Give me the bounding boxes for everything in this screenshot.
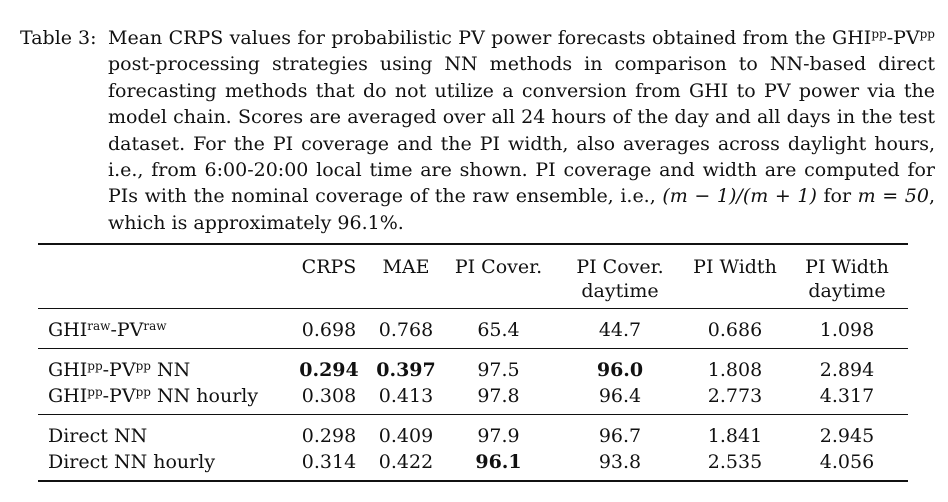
row-label: GHIpp-PVpp NN <box>48 359 191 381</box>
cell-crps: 0.294 <box>299 359 359 381</box>
header-crps: CRPS <box>301 256 357 278</box>
cell-mae: 0.413 <box>378 385 434 407</box>
header-cell <box>38 244 287 309</box>
cell-mae: 0.409 <box>378 425 434 447</box>
caption-label: Table 3: <box>20 27 97 49</box>
cell-pi-width: 2.773 <box>707 385 763 407</box>
caption-part: post-processing strategies using NN meth… <box>108 53 935 208</box>
cell-pi-width: 0.686 <box>707 319 763 341</box>
cell-pi-cover-daytime: 96.4 <box>598 385 642 407</box>
cell-mae: 0.422 <box>378 451 434 473</box>
cell-pi-cover: 96.1 <box>475 451 522 473</box>
header-row: CRPS MAE PI Cover. PI Cover. daytime PI W… <box>38 244 908 309</box>
cell-pi-cover: 97.8 <box>477 385 520 407</box>
cell-pi-cover: 97.5 <box>477 359 520 381</box>
caption-formula: (m − 1)/(m + 1) <box>662 185 817 208</box>
cell-pi-cover: 97.9 <box>477 425 520 447</box>
cell-pi-width: 1.841 <box>707 425 763 447</box>
cell-pi-width-daytime: 2.945 <box>819 425 875 447</box>
table-row: GHIpp-PVpp NN hourly 0.308 0.413 97.8 96… <box>38 383 908 415</box>
table-row: GHIpp-PVpp NN 0.294 0.397 97.5 96.0 1.80… <box>38 348 908 384</box>
row-label: Direct NN <box>48 425 148 447</box>
caption-text: Mean CRPS values for probabilistic PV po… <box>108 25 935 236</box>
cell-pi-cover-daytime: 96.7 <box>598 425 642 447</box>
cell-pi-cover-daytime: 44.7 <box>598 319 642 341</box>
cell-crps: 0.698 <box>301 319 357 341</box>
caption-part: , which is approximately 96.1%. <box>108 185 935 234</box>
header-pi-width-daytime: PI Width daytime <box>805 256 889 302</box>
caption-sup: pp <box>871 27 887 41</box>
table-row: GHIraw-PVraw 0.698 0.768 65.4 44.7 0.686… <box>38 308 908 349</box>
cell-pi-width: 1.808 <box>707 359 763 381</box>
row-label: GHIpp-PVpp NN hourly <box>48 385 259 407</box>
cell-pi-cover-daytime: 93.8 <box>598 451 642 473</box>
table-caption: Table 3: Mean CRPS values for probabilis… <box>20 25 935 236</box>
cell-pi-width-daytime: 4.317 <box>819 385 875 407</box>
header-pi-cover: PI Cover. <box>454 256 543 278</box>
cell-pi-width-daytime: 2.894 <box>819 359 875 381</box>
caption-part: -PV <box>886 27 920 49</box>
cell-pi-cover: 65.4 <box>477 319 520 341</box>
cell-mae: 0.397 <box>376 359 436 381</box>
cell-pi-width-daytime: 4.056 <box>819 451 875 473</box>
cell-crps: 0.298 <box>301 425 357 447</box>
cell-pi-width: 2.535 <box>707 451 763 473</box>
caption-formula: m = 50 <box>857 185 929 208</box>
caption-sup: pp <box>919 27 935 41</box>
results-table: CRPS MAE PI Cover. PI Cover. daytime PI W… <box>38 243 908 482</box>
header-pi-width: PI Width <box>693 256 777 278</box>
table-row: Direct NN 0.298 0.409 97.9 96.7 1.841 2.… <box>38 414 908 450</box>
header-mae: MAE <box>382 256 430 278</box>
table-row: Direct NN hourly 0.314 0.422 96.1 93.8 2… <box>38 449 908 481</box>
row-label: GHIraw-PVraw <box>48 319 167 341</box>
header-pi-cover-daytime: PI Cover. daytime <box>576 256 664 302</box>
cell-mae: 0.768 <box>378 319 434 341</box>
caption-part: for <box>816 185 858 208</box>
cell-pi-cover-daytime: 96.0 <box>596 359 644 381</box>
cell-crps: 0.308 <box>301 385 357 407</box>
cell-crps: 0.314 <box>301 451 357 473</box>
caption-part: Mean CRPS values for probabilistic PV po… <box>108 27 872 49</box>
row-label: Direct NN hourly <box>48 451 216 473</box>
cell-pi-width-daytime: 1.098 <box>819 319 875 341</box>
